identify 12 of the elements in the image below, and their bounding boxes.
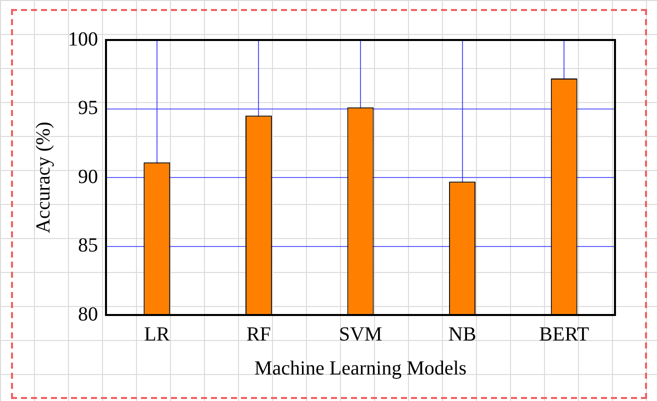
y-axis-title: Accuracy (%) — [32, 122, 54, 234]
x-tick-label: NB — [448, 323, 476, 346]
x-axis-title: Machine Learning Models — [254, 357, 467, 380]
x-tick-label: SVM — [338, 323, 382, 346]
y-tick-label: 80 — [78, 303, 98, 326]
y-tick-label: 85 — [78, 234, 98, 256]
y-tick-label: 100 — [68, 28, 98, 50]
y-tick-label: 95 — [78, 97, 98, 119]
y-tick-label: 90 — [78, 166, 98, 188]
x-tick-label: LR — [144, 323, 170, 346]
x-tick-label: RF — [246, 323, 271, 346]
x-tick-label: BERT — [539, 323, 590, 346]
